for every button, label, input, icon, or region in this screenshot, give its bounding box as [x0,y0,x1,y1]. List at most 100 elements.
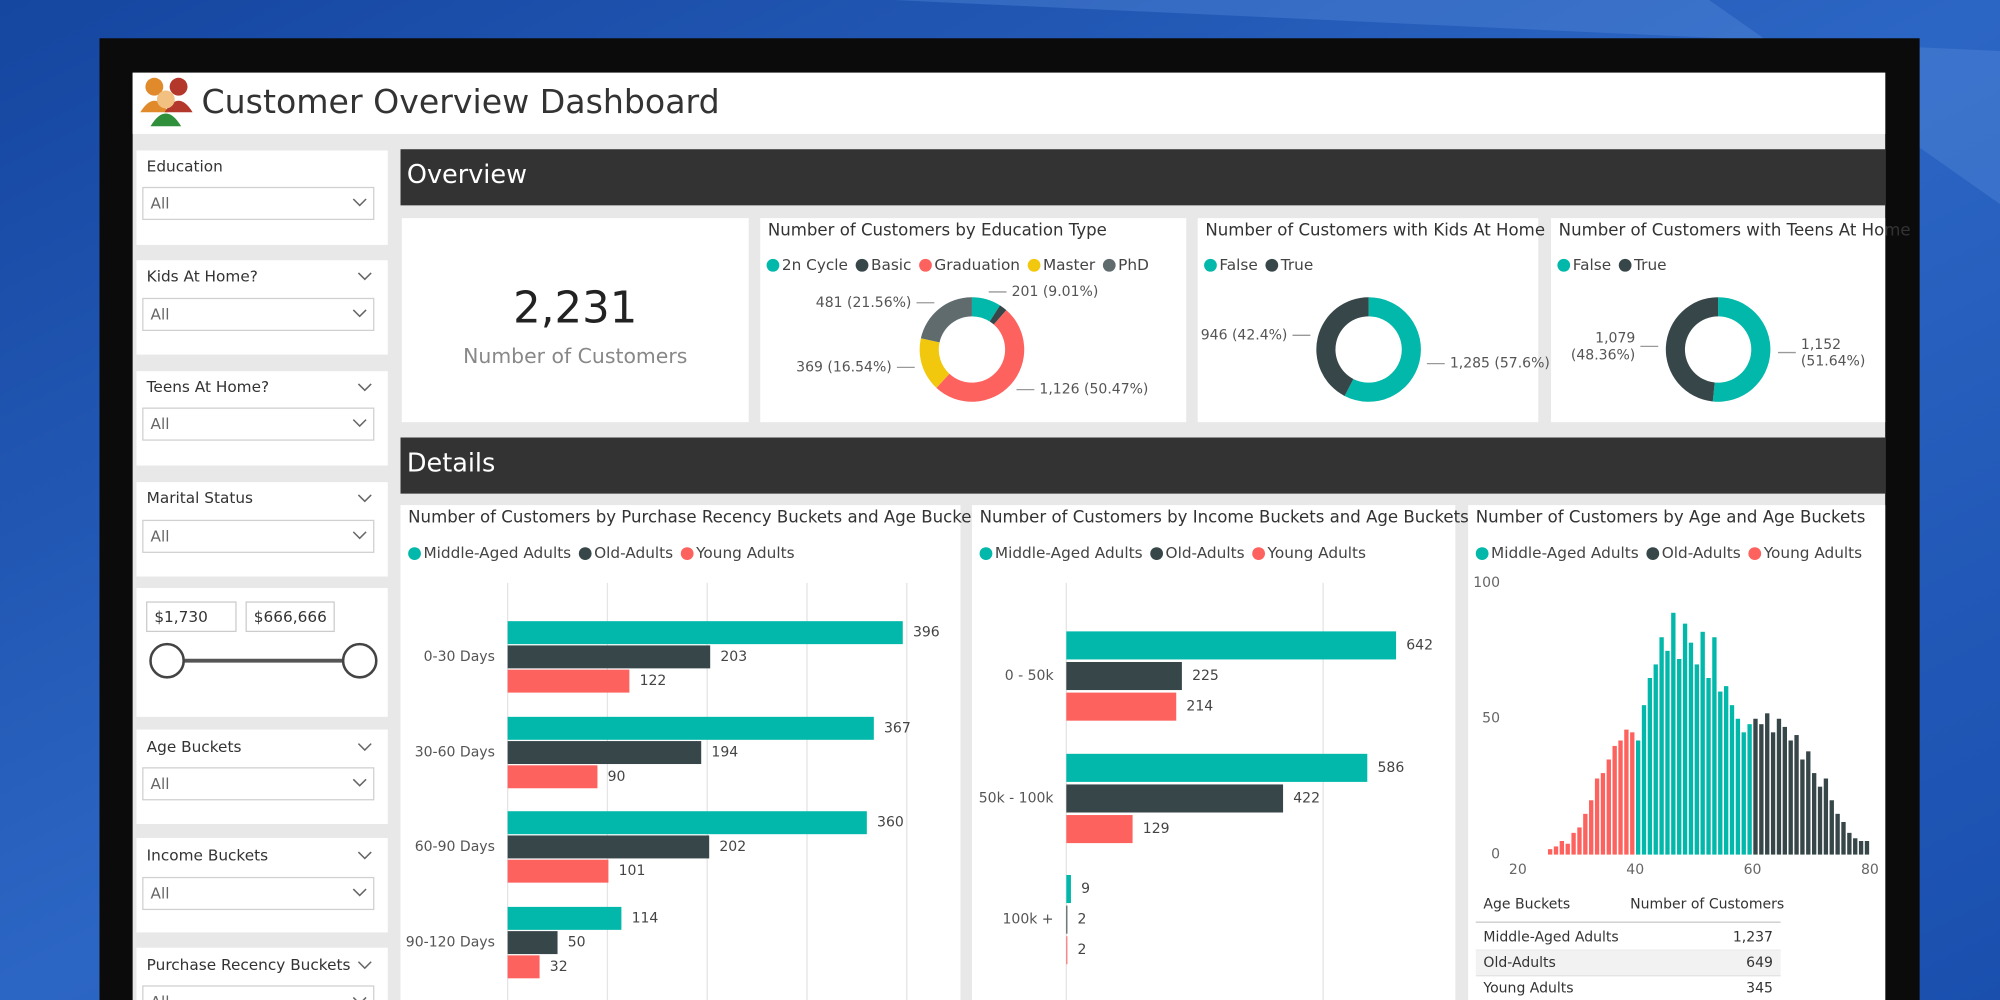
histogram-bar [1653,664,1658,855]
data-label: 201 (9.01%) [1012,284,1099,300]
histogram-bar [1594,778,1600,855]
bar [1066,875,1071,904]
bar [507,906,622,930]
data-label: 50 [568,935,586,951]
legend-swatch [1027,258,1041,272]
histogram-bar [1853,838,1858,855]
legend-label: Young Adults [1763,544,1862,562]
x-tick-label: 40 [1626,862,1644,878]
histogram-bar [1788,740,1793,855]
table-cell: Middle-Aged Adults [1483,929,1618,945]
slicer-label: Income Buckets [147,846,268,864]
dropdown[interactable] [142,407,375,441]
legend-swatch [1102,258,1116,272]
section-bar [400,437,1886,494]
slicer-label: Kids At Home? [147,267,258,285]
range-input[interactable] [245,601,335,633]
range-input[interactable] [146,601,237,633]
legend-swatch [1204,258,1217,272]
histogram-bar [1864,841,1870,855]
table-header: Age Buckets [1483,896,1570,912]
legend-label: Basic [871,256,912,274]
chart-title: Number of Customers with Kids At Home [1205,220,1545,239]
bar [1066,692,1177,721]
dropdown[interactable] [142,876,375,911]
histogram-bar [1776,718,1782,855]
dropdown[interactable] [142,186,375,221]
histogram-bar [1747,724,1752,855]
slider-handle[interactable] [149,642,185,679]
histogram-bar [1565,843,1570,855]
bar [507,645,711,669]
dropdown[interactable] [142,519,375,553]
legend-swatch [1748,547,1762,560]
data-label: 214 [1186,699,1213,715]
bar [1066,936,1068,965]
slider-handle[interactable] [341,642,378,679]
chevron [357,743,372,752]
chart-title: Number of Customers by Age and Age Bucke… [1476,507,1866,526]
donut-slice [1316,297,1369,396]
dashboard-title: Customer Overview Dashboard [202,82,720,121]
dropdown[interactable] [142,767,375,801]
table-cell: Old-Adults [1483,955,1555,971]
histogram-bar [1753,718,1758,855]
legend-label: Old-Adults [1662,544,1741,562]
chart-title: Number of Customers by Purchase Recency … [408,507,986,526]
histogram-bar [1770,732,1776,855]
bar [507,955,540,979]
y-tick-label: 100 [1473,575,1500,591]
histogram-bar [1665,650,1670,855]
legend-label: Master [1043,256,1096,274]
histogram-bar [1618,740,1623,855]
table-cell: 1,237 [1733,929,1773,945]
histogram-bar [1741,732,1746,855]
histogram-bar [1612,745,1617,855]
data-label: 946 (42.4%) [1201,327,1288,343]
category-label: 60-90 Days [415,839,495,855]
bar [1066,753,1368,782]
data-label: 194 [711,745,738,761]
section-bar [400,149,1886,206]
data-label: 9 [1081,881,1090,897]
legend-swatch [1150,547,1164,560]
legend-label: True [1280,256,1314,274]
histogram-bar [1817,786,1823,855]
dropdown-value: All [151,885,170,903]
section-title: Details [407,448,495,478]
chevron [357,961,372,970]
chart-title: Number of Customers by Education Type [768,220,1107,239]
bar [1066,631,1397,660]
section-title: Overview [407,160,527,190]
legend-label: Young Adults [1267,544,1366,562]
histogram-bar [1600,773,1606,855]
dropdown[interactable] [142,297,375,331]
data-label: 1,126 (50.47%) [1039,382,1148,398]
legend-label: PhD [1118,256,1149,274]
bar [1066,815,1133,844]
bar [507,859,609,883]
legend-label: False [1573,256,1611,274]
histogram-bar [1829,800,1834,855]
slicer-label: Teens At Home? [146,378,269,396]
bar [507,621,903,645]
donut-slice [920,297,972,343]
x-tick-label: 80 [1861,862,1879,878]
header-icon [140,77,193,127]
legend-label: Middle-Aged Adults [995,544,1143,562]
legend-swatch [1265,258,1279,272]
histogram-bar [1647,677,1653,855]
y-tick-label: 50 [1482,711,1500,727]
dropdown-value: All [151,993,170,1000]
legend-swatch [1252,547,1265,560]
histogram-bar [1671,612,1676,855]
data-label: 202 [719,839,746,855]
legend-swatch [680,547,694,560]
data-label: 2 [1078,942,1087,958]
histogram-bar [1800,759,1805,855]
chart-card [971,505,1456,1000]
dropdown-value: All [151,195,170,213]
dropdown[interactable] [142,985,375,1000]
